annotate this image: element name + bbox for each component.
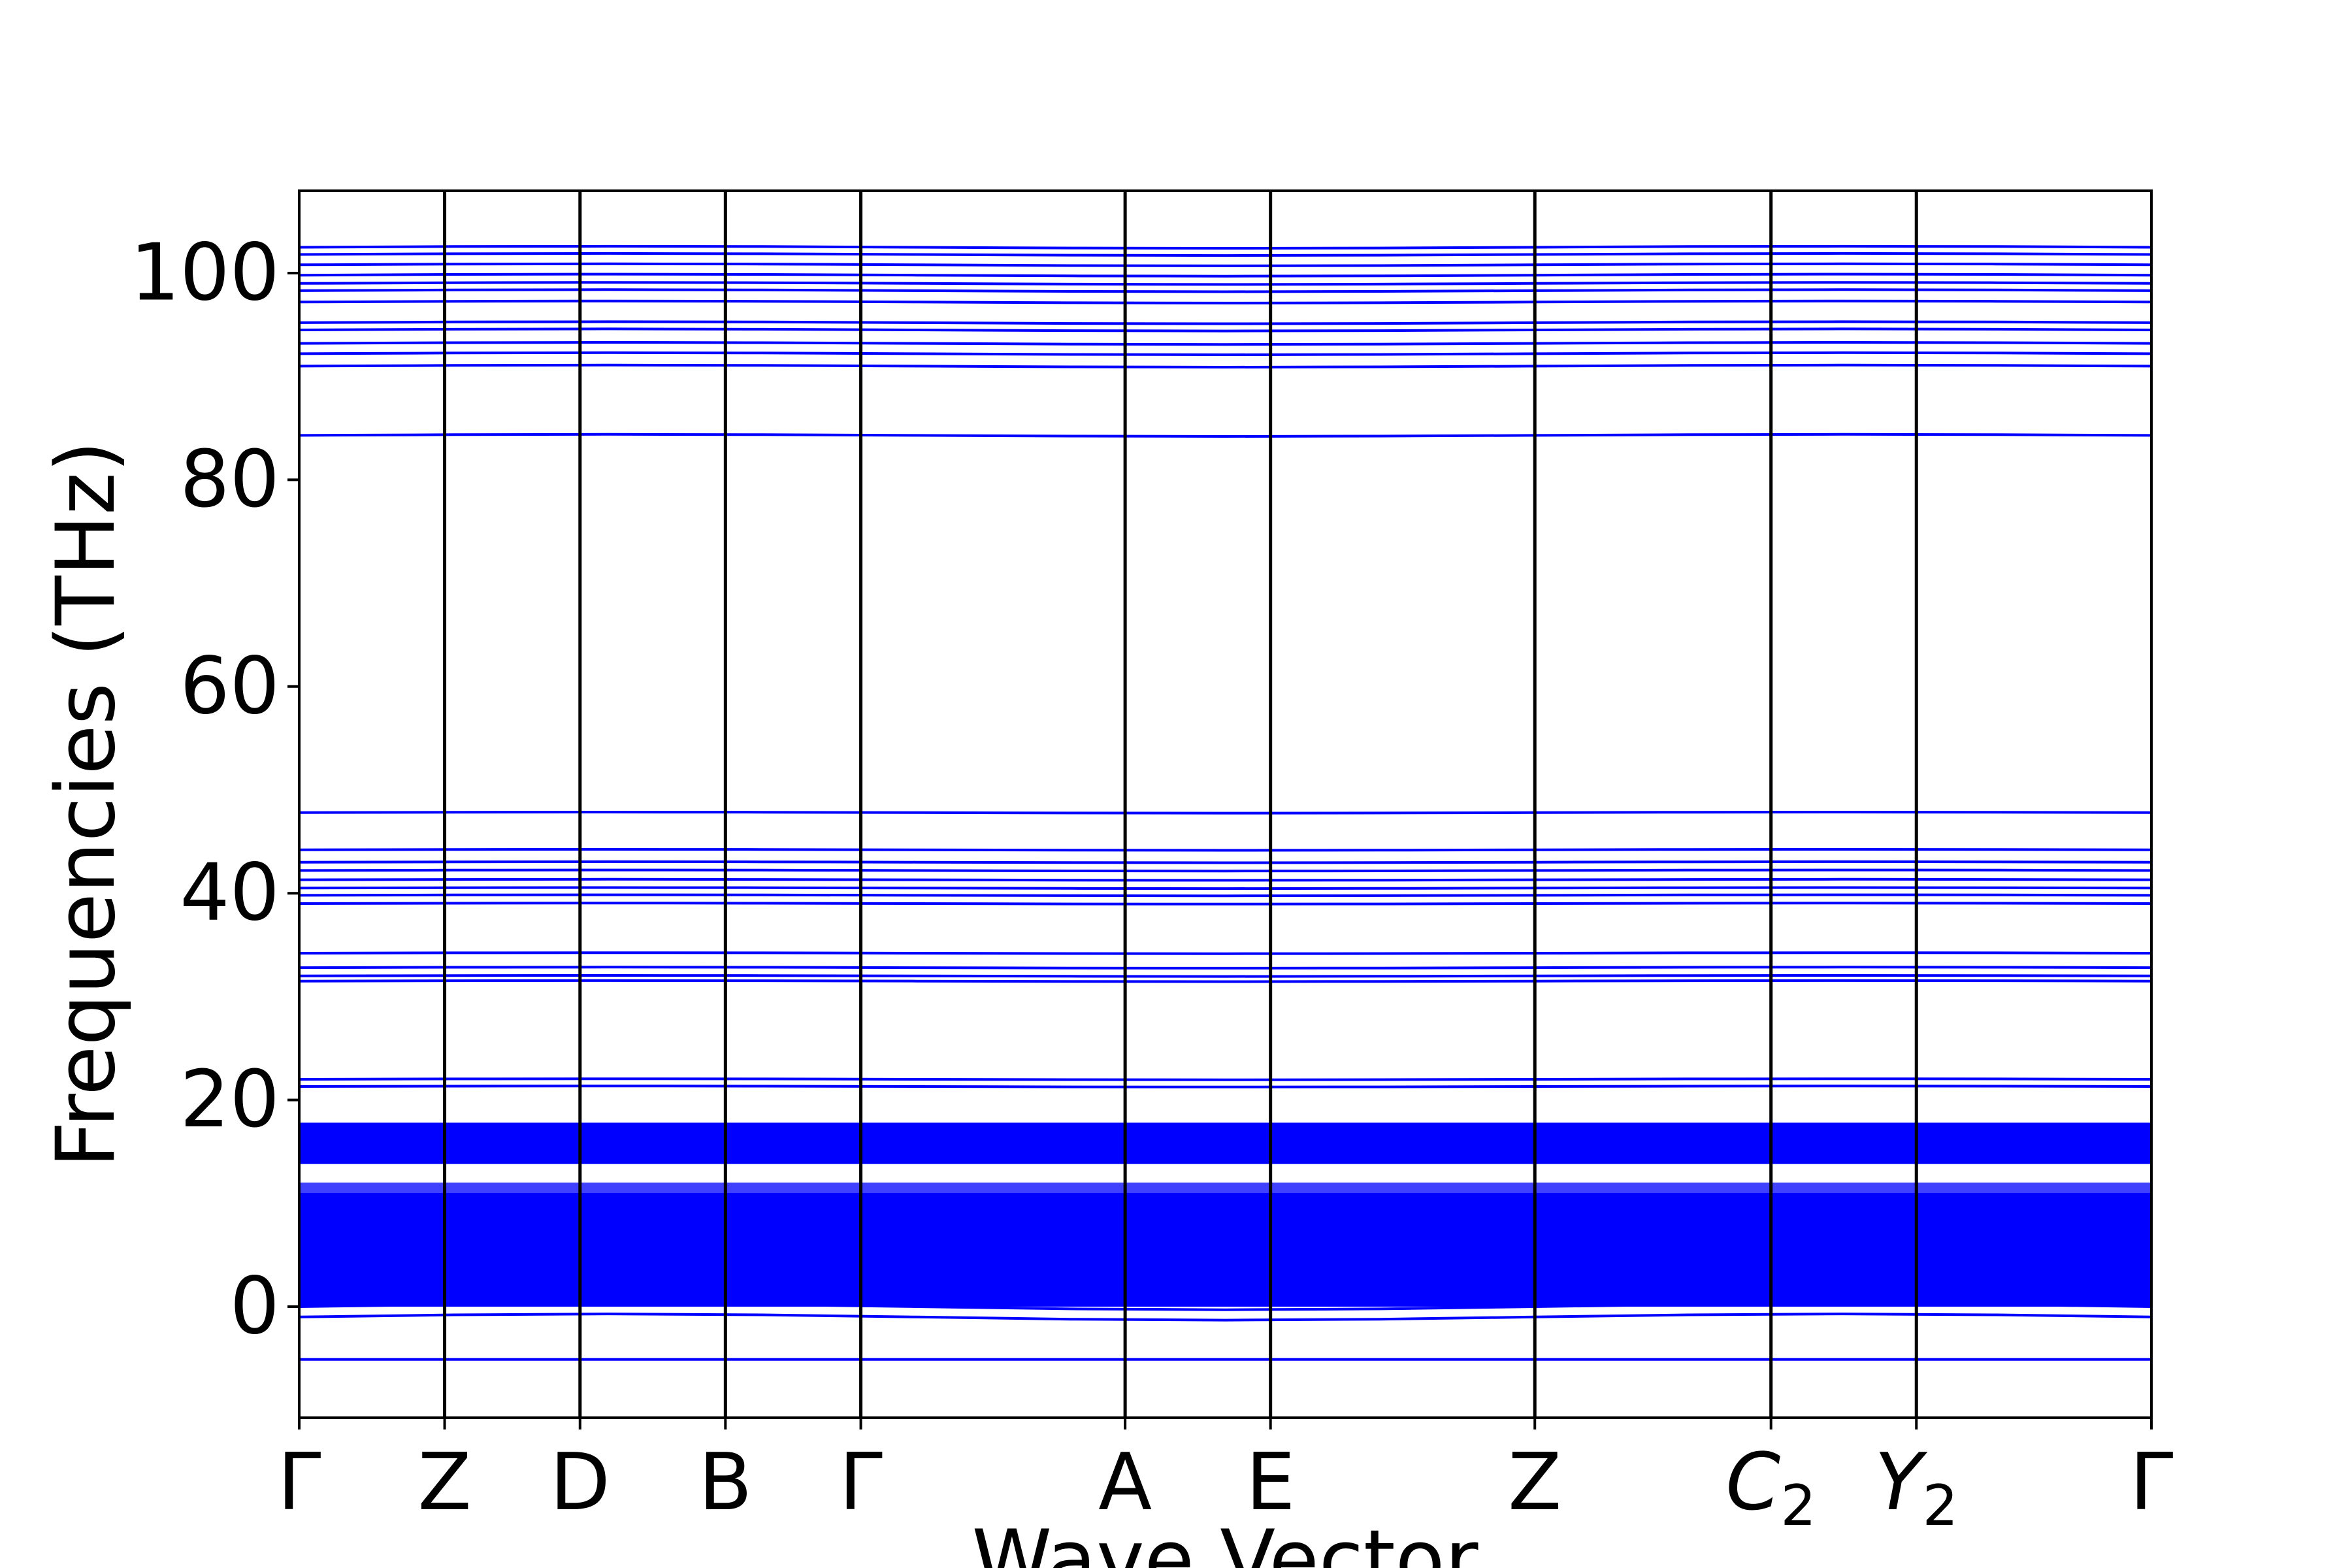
y-axis-title: Frequencies (THz) — [39, 441, 133, 1168]
band-line-16 — [299, 868, 2151, 873]
band-line-2 — [299, 262, 2151, 267]
band-line-23 — [299, 973, 2151, 978]
y-tick-label: 0 — [230, 1262, 280, 1352]
band-line-0 — [299, 244, 2151, 250]
band-line-20 — [299, 902, 2151, 906]
band-line-17 — [299, 877, 2151, 882]
y-axis: 0 20 40 60 80 100 — [130, 228, 299, 1352]
band-line-8 — [299, 327, 2151, 333]
x-tick-label: B — [698, 1437, 752, 1528]
band-line-24 — [299, 979, 2151, 983]
x-tick-label: Y2 — [1874, 1437, 1958, 1539]
band-gap-shade-0 — [299, 1183, 2151, 1193]
band-line-19 — [299, 893, 2151, 898]
band-line-12 — [299, 433, 2151, 438]
x-tick-label: Γ — [2130, 1437, 2174, 1528]
plot-frame — [298, 189, 2153, 1419]
band-line-4 — [299, 281, 2151, 286]
band-gap-shade-1 — [299, 1164, 2151, 1179]
band-line-9 — [299, 340, 2151, 346]
y-tick-label: 80 — [180, 434, 280, 525]
band-line-21 — [299, 951, 2151, 955]
band-line-7 — [299, 320, 2151, 325]
high-symmetry-lines — [443, 191, 1918, 1418]
band-line-5 — [299, 288, 2151, 293]
band-line-25 — [299, 1077, 2151, 1081]
band-line-22 — [299, 966, 2151, 970]
band-line-3 — [299, 272, 2151, 278]
x-tick-label: Z — [1508, 1437, 1561, 1528]
x-tick-label: Z — [417, 1437, 471, 1528]
band-line-27 — [299, 1313, 2151, 1322]
y-tick-label: 20 — [180, 1054, 280, 1145]
band-line-13 — [299, 810, 2151, 815]
band-line-15 — [299, 860, 2151, 864]
x-tick-label: Γ — [839, 1437, 883, 1528]
band-line-28 — [299, 1302, 2151, 1311]
y-tick-label: 60 — [180, 641, 280, 732]
band-line-6 — [299, 299, 2151, 304]
dense-band-region-0 — [299, 1122, 2151, 1164]
x-tick-label: C2 — [1725, 1437, 1816, 1539]
x-axis: Γ Z D B Γ A E Z C2 Y2 Γ — [278, 1418, 2174, 1539]
x-tick-label: Γ — [278, 1437, 321, 1528]
band-line-1 — [299, 252, 2151, 257]
phonon-bands — [299, 244, 2151, 1361]
band-line-26 — [299, 1085, 2151, 1088]
dense-band-region-1 — [299, 1183, 2151, 1307]
x-tick-label: E — [1246, 1437, 1296, 1528]
x-tick-label: D — [550, 1437, 610, 1528]
band-line-14 — [299, 847, 2151, 852]
x-tick-label: A — [1098, 1437, 1152, 1528]
y-tick-label: 100 — [130, 228, 280, 319]
x-axis-title: Wave Vector — [972, 1513, 1478, 1568]
band-line-18 — [299, 886, 2151, 890]
y-tick-label: 40 — [180, 848, 280, 939]
band-line-11 — [299, 363, 2151, 369]
band-line-10 — [299, 351, 2151, 357]
